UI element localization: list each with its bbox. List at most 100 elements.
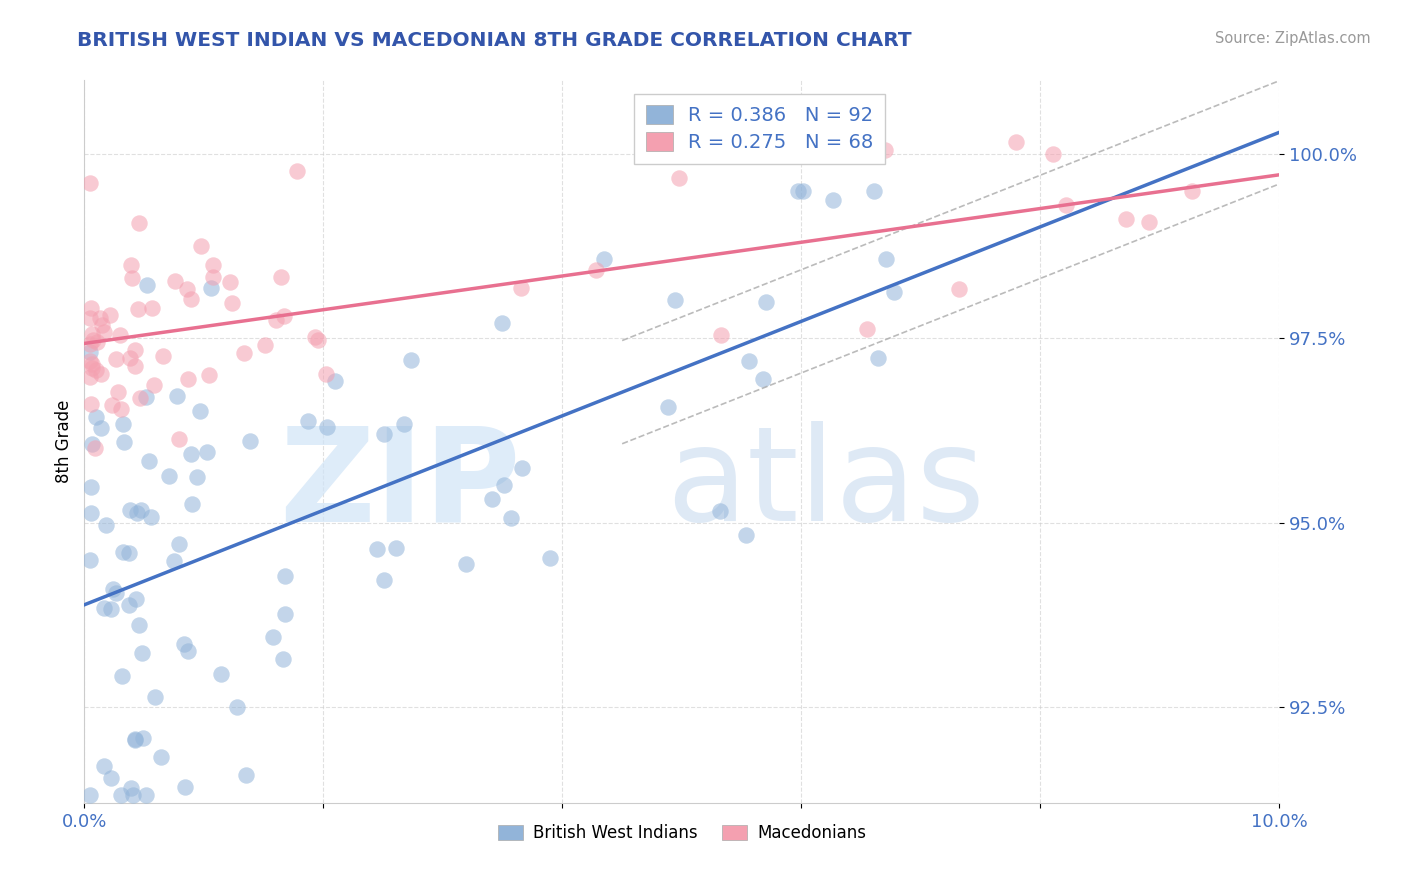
Point <box>101 582 124 596</box>
Point <box>127 506 149 520</box>
Point <box>232 345 254 359</box>
Point <box>274 607 297 622</box>
Point <box>657 401 679 415</box>
Point <box>200 281 222 295</box>
Point <box>510 460 533 475</box>
Point <box>152 349 174 363</box>
Point <box>180 497 202 511</box>
Point <box>124 733 146 747</box>
Point <box>315 420 337 434</box>
Point <box>83 442 105 456</box>
Point <box>262 630 284 644</box>
Point <box>167 432 190 446</box>
Point <box>111 669 134 683</box>
Point <box>157 469 180 483</box>
Point <box>120 503 142 517</box>
Point <box>285 164 308 178</box>
Point <box>128 391 150 405</box>
Point <box>186 469 208 483</box>
Y-axis label: 8th Grade: 8th Grade <box>55 400 73 483</box>
Point <box>274 569 297 583</box>
Point <box>710 327 733 342</box>
Point <box>373 573 395 587</box>
Point <box>668 171 690 186</box>
Point <box>127 301 149 316</box>
Point <box>176 372 198 386</box>
Point <box>129 502 152 516</box>
Point <box>862 184 884 198</box>
Point <box>585 263 607 277</box>
Text: BRITISH WEST INDIAN VS MACEDONIAN 8TH GRADE CORRELATION CHART: BRITISH WEST INDIAN VS MACEDONIAN 8TH GR… <box>77 31 912 50</box>
Point <box>510 280 533 294</box>
Point <box>104 586 127 600</box>
Point <box>875 143 897 157</box>
Point <box>492 478 515 492</box>
Point <box>366 542 388 557</box>
Point <box>80 301 103 316</box>
Point <box>201 258 224 272</box>
Point <box>120 258 142 272</box>
Point <box>481 491 503 506</box>
Point <box>141 301 163 315</box>
Point <box>180 292 202 306</box>
Point <box>792 184 814 198</box>
Point <box>875 252 897 267</box>
Point <box>79 311 101 326</box>
Point <box>868 351 890 366</box>
Point <box>79 345 101 359</box>
Point <box>125 591 148 606</box>
Point <box>163 553 186 567</box>
Point <box>110 401 132 416</box>
Point <box>93 325 115 339</box>
Point <box>307 334 329 348</box>
Point <box>221 295 243 310</box>
Point <box>131 731 153 746</box>
Point <box>177 644 200 658</box>
Text: Source: ZipAtlas.com: Source: ZipAtlas.com <box>1215 31 1371 46</box>
Point <box>1054 198 1077 212</box>
Point <box>82 437 104 451</box>
Point <box>180 447 202 461</box>
Point <box>315 367 337 381</box>
Point <box>118 598 141 612</box>
Point <box>80 357 103 371</box>
Point <box>169 537 191 551</box>
Point <box>84 363 107 377</box>
Point <box>593 252 616 266</box>
Point <box>755 294 778 309</box>
Point <box>79 507 101 521</box>
Point <box>107 384 129 399</box>
Point <box>664 293 686 307</box>
Point <box>124 343 146 358</box>
Point <box>79 176 101 190</box>
Text: atlas: atlas <box>666 421 984 549</box>
Point <box>124 359 146 373</box>
Point <box>271 652 294 666</box>
Point <box>79 353 101 368</box>
Point <box>80 480 103 494</box>
Point <box>538 551 561 566</box>
Point <box>856 322 879 336</box>
Point <box>735 528 758 542</box>
Point <box>273 309 295 323</box>
Point <box>124 731 146 746</box>
Point <box>79 336 101 351</box>
Point <box>118 351 141 365</box>
Point <box>225 700 247 714</box>
Point <box>79 553 101 567</box>
Point <box>79 789 101 803</box>
Point <box>883 285 905 299</box>
Point <box>128 216 150 230</box>
Point <box>823 193 845 207</box>
Point <box>264 313 287 327</box>
Point <box>202 269 225 284</box>
Point <box>82 327 104 342</box>
Point <box>93 601 115 615</box>
Point <box>145 690 167 705</box>
Point <box>235 768 257 782</box>
Point <box>139 510 162 524</box>
Point <box>110 789 132 803</box>
Point <box>1137 215 1160 229</box>
Point <box>166 389 188 403</box>
Point <box>98 308 121 322</box>
